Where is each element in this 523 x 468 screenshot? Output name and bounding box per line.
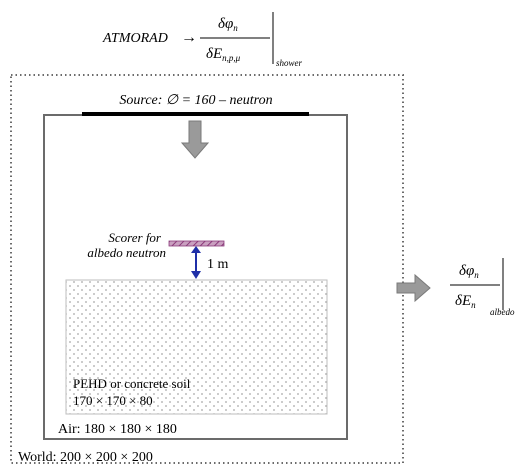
- equation-right-numerator: δφn: [459, 263, 479, 280]
- air-label: Air: 180 × 180 × 180: [58, 422, 177, 437]
- soil-block: [65, 279, 328, 415]
- distance-arrow: [191, 246, 201, 279]
- soil-label-line1: PEHD or concrete soil: [73, 376, 191, 391]
- equation-top-numerator: δφn: [218, 16, 238, 33]
- equation-top-lhs: ATMORAD: [102, 31, 168, 46]
- equation-right-eval-sub: albedo: [490, 307, 515, 317]
- distance-label: 1 m: [207, 257, 229, 272]
- equation-right: δφn δEn albedo: [450, 258, 515, 317]
- scorer-label-line1: Scorer for: [108, 230, 162, 245]
- scorer-plate: [168, 240, 225, 247]
- source-label: Source: ∅ = 160 – neutron: [119, 93, 272, 108]
- right-arrow-icon: [396, 273, 431, 303]
- equation-right-denominator: δEn: [455, 293, 476, 310]
- equation-top-denominator: δEn,p,μ: [206, 46, 241, 63]
- down-arrow-icon: [180, 120, 210, 159]
- world-label: World: 200 × 200 × 200: [18, 450, 153, 465]
- soil-label-line2: 170 × 170 × 80: [73, 393, 153, 408]
- world-box: [10, 74, 404, 464]
- scorer-label-line2: albedo neutron: [87, 245, 166, 260]
- equation-top: ATMORAD → δφn δEn,p,μ shower: [102, 12, 303, 68]
- equation-top-eval-sub: shower: [276, 58, 303, 68]
- equation-top-arrow: →: [181, 29, 197, 46]
